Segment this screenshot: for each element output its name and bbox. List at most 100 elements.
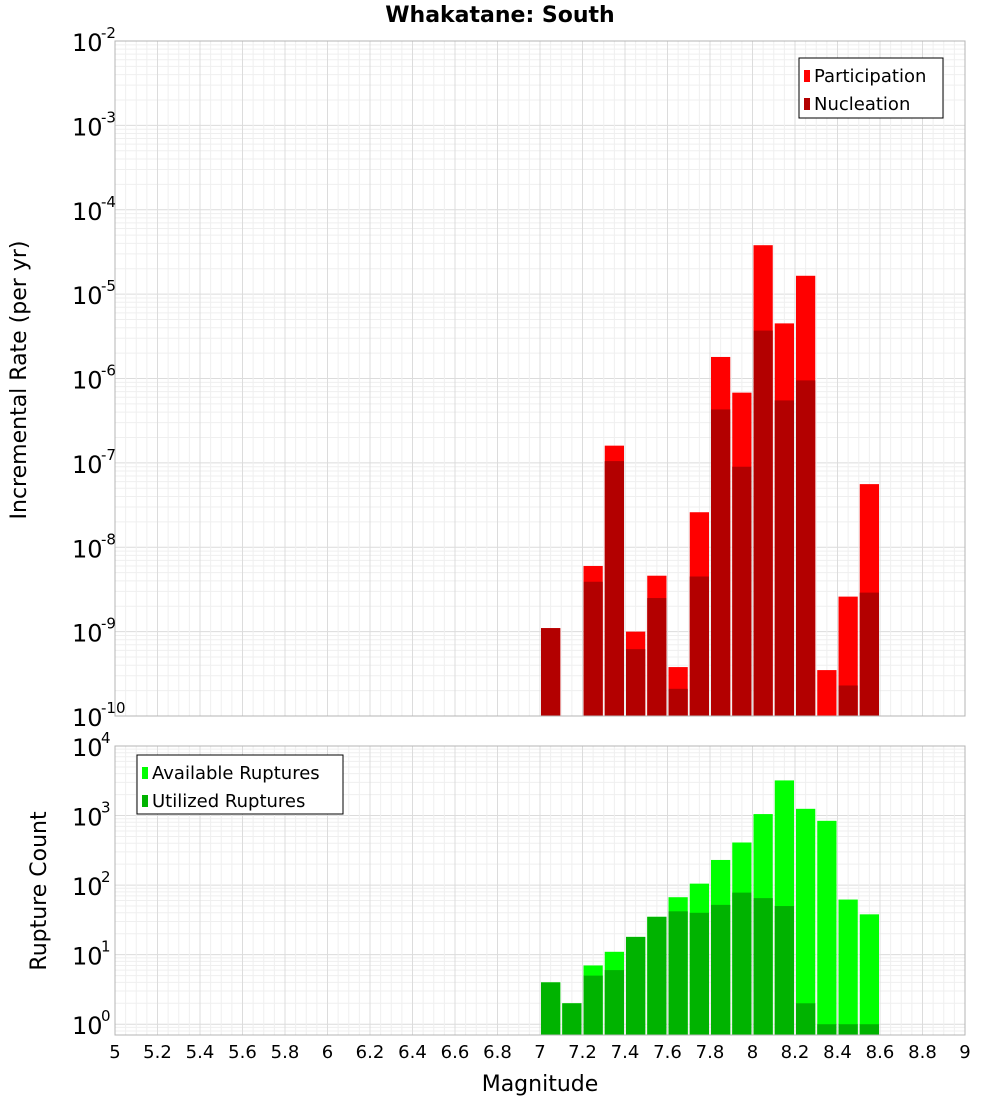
- bar-nucleation: [689, 576, 709, 716]
- x-tick-label: 6: [322, 1042, 333, 1063]
- bar-available-ruptures: [817, 820, 837, 1035]
- x-tick-label: 7.4: [611, 1042, 640, 1063]
- y-tick-base: 10: [72, 282, 103, 310]
- bar-nucleation: [647, 598, 667, 716]
- legend-swatch: [142, 767, 148, 779]
- y-tick-label: 10-4: [72, 193, 116, 226]
- bar-nucleation: [838, 685, 858, 716]
- x-tick-label: 8.8: [908, 1042, 937, 1063]
- y-tick-label: 103: [72, 799, 111, 832]
- top-panel-y-ticks: 10-210-310-410-510-610-710-810-910-10: [72, 24, 126, 732]
- top-legend: Participation Nucleation: [798, 57, 944, 119]
- y-tick-label: 10-5: [72, 277, 116, 310]
- top-y-axis-label: Incremental Rate (per yr): [7, 241, 32, 520]
- bar-nucleation: [774, 400, 794, 716]
- bar-utilized-ruptures: [583, 975, 603, 1035]
- x-tick-label: 7.8: [696, 1042, 725, 1063]
- bar-utilized-ruptures: [541, 982, 561, 1035]
- y-tick-label: 101: [72, 938, 111, 971]
- x-tick-label: 5.2: [143, 1042, 172, 1063]
- legend-swatch: [804, 70, 810, 82]
- bar-utilized-ruptures: [668, 911, 688, 1035]
- x-tick-label: 5.8: [271, 1042, 300, 1063]
- bottom-y-axis-label: Rupture Count: [27, 811, 52, 971]
- top-panel-grid: [114, 41, 966, 717]
- y-tick-label: 102: [72, 868, 111, 901]
- legend-box: [136, 754, 344, 815]
- y-tick-base: 10: [72, 451, 103, 479]
- legend-entry: Participation: [814, 66, 926, 87]
- x-tick-label: 8: [747, 1042, 758, 1063]
- y-tick-exponent: 1: [101, 938, 111, 956]
- y-tick-exponent: -9: [101, 615, 116, 633]
- y-tick-exponent: -2: [101, 24, 116, 42]
- bottom-legend: Available Ruptures Utilized Ruptures: [136, 754, 344, 815]
- y-tick-base: 10: [72, 29, 103, 57]
- bar-participation: [817, 670, 837, 716]
- x-tick-label: 9: [959, 1042, 970, 1063]
- y-tick-exponent: 0: [101, 1007, 111, 1025]
- y-tick-exponent: -4: [101, 193, 116, 211]
- bar-nucleation: [859, 592, 879, 716]
- x-tick-label: 6.8: [483, 1042, 512, 1063]
- legend-swatch: [142, 795, 148, 807]
- y-tick-exponent: -7: [101, 446, 116, 464]
- y-tick-exponent: -3: [101, 108, 116, 126]
- legend-entry: Utilized Ruptures: [152, 791, 305, 812]
- x-tick-label: 8.4: [823, 1042, 852, 1063]
- y-tick-exponent: -5: [101, 277, 116, 295]
- bottom-panel-frame: [114, 745, 966, 1036]
- y-tick-exponent: 3: [101, 799, 111, 817]
- bar-utilized-ruptures: [626, 936, 646, 1035]
- x-axis-label: Magnitude: [482, 1072, 599, 1097]
- bar-nucleation: [668, 688, 688, 716]
- bar-nucleation: [583, 581, 603, 716]
- y-tick-base: 10: [72, 1012, 103, 1040]
- bar-utilized-ruptures: [753, 898, 773, 1035]
- top-panel-bars: [541, 245, 879, 717]
- y-tick-label: 10-8: [72, 530, 116, 563]
- y-tick-label: 10-10: [72, 699, 126, 732]
- bar-nucleation: [711, 409, 731, 716]
- y-tick-base: 10: [72, 943, 103, 971]
- x-tick-label: 6.2: [356, 1042, 385, 1063]
- y-tick-base: 10: [72, 873, 103, 901]
- chart-title: Whakatane: South: [385, 3, 614, 28]
- x-tick-label: 8.2: [781, 1042, 810, 1063]
- bar-utilized-ruptures: [732, 892, 752, 1035]
- y-tick-label: 100: [72, 1007, 111, 1040]
- bar-utilized-ruptures: [689, 912, 709, 1035]
- bar-available-ruptures: [796, 808, 816, 1035]
- bar-utilized-ruptures: [711, 904, 731, 1035]
- legend-entry: Nucleation: [814, 94, 910, 115]
- y-tick-label: 10-6: [72, 362, 116, 395]
- legend-swatch: [804, 98, 810, 110]
- bar-utilized-ruptures: [604, 970, 624, 1035]
- y-tick-exponent: -6: [101, 362, 116, 380]
- bar-nucleation: [796, 380, 816, 716]
- bar-utilized-ruptures: [859, 1024, 879, 1035]
- x-axis-ticks: 5 5.2 5.4 5.6 5.8 6 6.2 6.4 6.6 6.8 7 7.2 7.4 7.6 7.8 8…: [109, 1042, 970, 1063]
- x-tick-label: 7: [534, 1042, 545, 1063]
- bar-nucleation: [753, 330, 773, 716]
- legend-box: [798, 57, 944, 119]
- y-tick-label: 10-2: [72, 24, 116, 57]
- x-tick-label: 7.2: [568, 1042, 597, 1063]
- y-tick-base: 10: [72, 113, 103, 141]
- legend-entry: Available Ruptures: [152, 763, 320, 784]
- bar-utilized-ruptures: [796, 1003, 816, 1035]
- bar-nucleation: [541, 628, 561, 716]
- bottom-panel-bars: [541, 780, 879, 1035]
- y-tick-label: 104: [72, 729, 111, 762]
- bar-utilized-ruptures: [562, 1003, 582, 1035]
- x-tick-label: 6.4: [398, 1042, 427, 1063]
- top-panel-frame: [114, 40, 966, 717]
- y-tick-exponent: -10: [101, 699, 126, 717]
- bar-utilized-ruptures: [774, 906, 794, 1035]
- bar-nucleation: [732, 466, 752, 716]
- y-tick-base: 10: [72, 198, 103, 226]
- bar-utilized-ruptures: [647, 916, 667, 1035]
- y-tick-base: 10: [72, 704, 103, 732]
